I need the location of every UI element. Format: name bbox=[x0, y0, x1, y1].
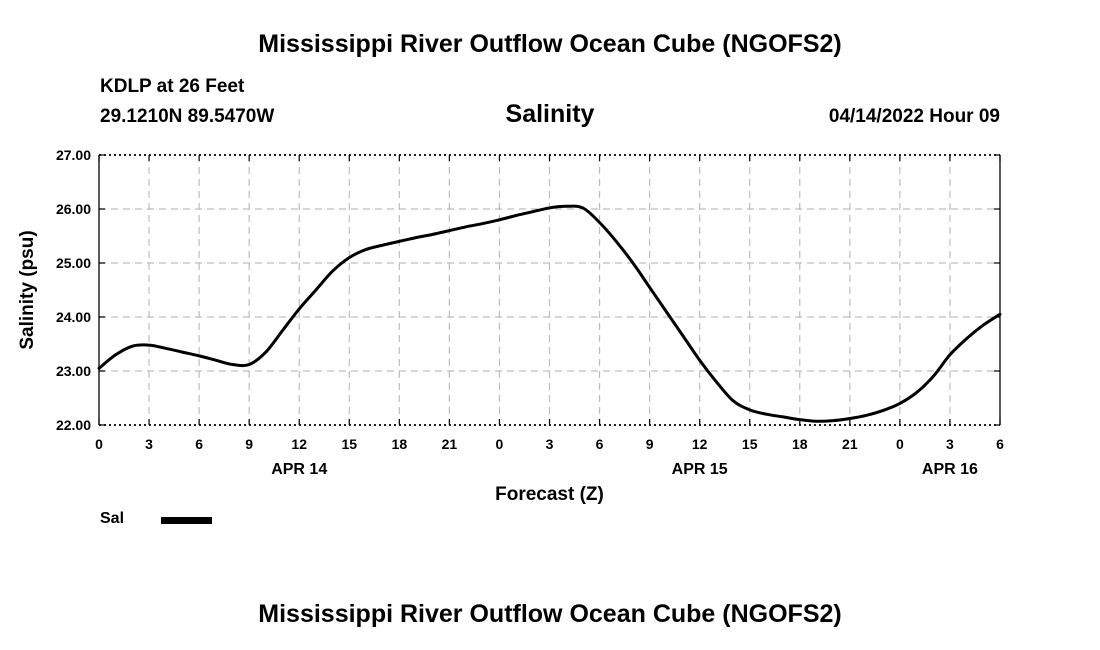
x-tick-label: 18 bbox=[392, 436, 408, 452]
x-tick-label: 3 bbox=[546, 436, 554, 452]
series-line-salinity bbox=[97, 204, 1002, 423]
page-title: Mississippi River Outflow Ocean Cube (NG… bbox=[258, 30, 842, 58]
axis-ticks: 0 3 6 9 12 15 18 21 0 3 6 9 12 15 18 21 0 3 6 22.00 23.00 24.… bbox=[56, 147, 1004, 478]
x-tick-label: 12 bbox=[692, 436, 708, 452]
salinity-chart: 0 3 6 9 12 15 18 21 0 3 6 9 12 15 18 21 0 3 6 22.00 23.00 24.… bbox=[17, 147, 1004, 505]
legend-swatch bbox=[161, 517, 212, 524]
x-tick-label: 18 bbox=[792, 436, 808, 452]
y-tick-label: 26.00 bbox=[56, 201, 91, 217]
footer-title: Mississippi River Outflow Ocean Cube (NG… bbox=[258, 600, 842, 628]
chart-title: Salinity bbox=[505, 100, 595, 128]
station-label: KDLP at 26 Feet bbox=[100, 76, 245, 97]
x-axis-label: Forecast (Z) bbox=[495, 484, 604, 505]
date-label: APR 14 bbox=[271, 461, 327, 478]
y-axis-label: Salinity (psu) bbox=[17, 230, 38, 349]
grid-lines bbox=[99, 155, 1000, 425]
y-tick-label: 25.00 bbox=[56, 255, 91, 271]
x-tick-label: 6 bbox=[596, 436, 604, 452]
date-label: APR 15 bbox=[672, 461, 728, 478]
x-tick-label: 21 bbox=[842, 436, 858, 452]
legend-label: Sal bbox=[100, 510, 125, 527]
x-tick-label: 15 bbox=[341, 436, 357, 452]
series-lines bbox=[97, 204, 1002, 423]
x-tick-label: 6 bbox=[996, 436, 1004, 452]
x-tick-label: 0 bbox=[496, 436, 504, 452]
x-tick-label: 12 bbox=[291, 436, 307, 452]
date-label: APR 16 bbox=[922, 461, 978, 478]
forecast-timestamp: 04/14/2022 Hour 09 bbox=[828, 106, 1000, 127]
x-tick-label: 6 bbox=[195, 436, 203, 452]
y-tick-label: 23.00 bbox=[56, 363, 91, 379]
y-tick-label: 24.00 bbox=[56, 309, 91, 325]
x-tick-label: 15 bbox=[742, 436, 758, 452]
x-tick-label: 0 bbox=[896, 436, 904, 452]
station-coordinates: 29.1210N 89.5470W bbox=[100, 106, 275, 127]
x-tick-label: 3 bbox=[145, 436, 153, 452]
y-tick-label: 27.00 bbox=[56, 147, 91, 163]
x-tick-label: 3 bbox=[946, 436, 954, 452]
y-tick-label: 22.00 bbox=[56, 417, 91, 433]
x-tick-label: 9 bbox=[245, 436, 253, 452]
x-tick-label: 9 bbox=[646, 436, 654, 452]
x-tick-label: 21 bbox=[442, 436, 458, 452]
x-tick-label: 0 bbox=[95, 436, 103, 452]
